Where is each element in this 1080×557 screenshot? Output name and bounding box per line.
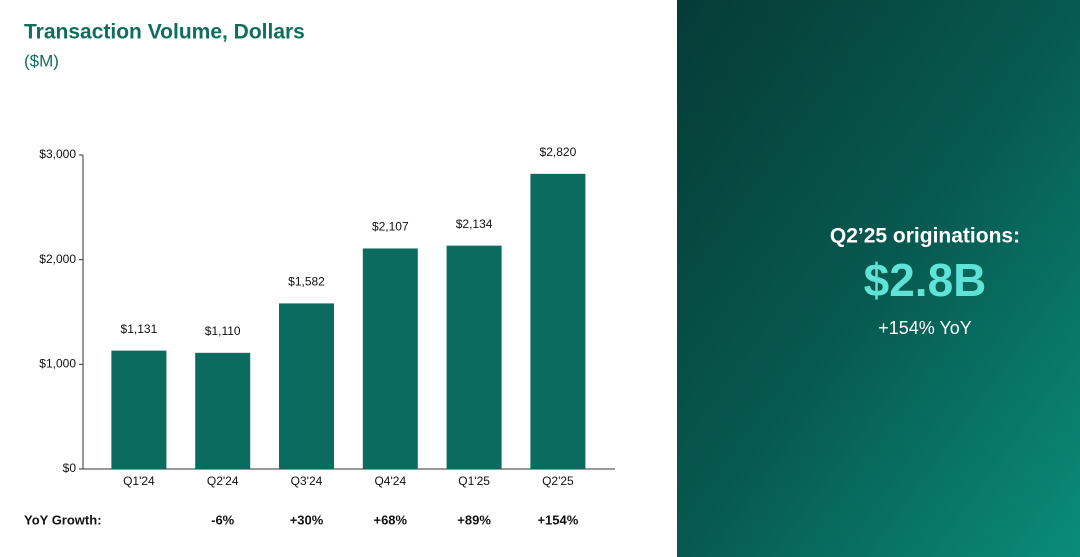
x-tick-label: Q4'24 bbox=[374, 474, 406, 488]
yoy-value: +68% bbox=[373, 512, 407, 527]
bar bbox=[362, 248, 418, 469]
bar bbox=[279, 303, 334, 469]
chart-title: Transaction Volume, Dollars bbox=[24, 21, 305, 44]
bar bbox=[530, 173, 586, 469]
value-label: $2,107 bbox=[372, 220, 409, 234]
yoy-label: YoY Growth: bbox=[24, 512, 102, 527]
value-label: $1,131 bbox=[121, 322, 158, 336]
yoy-value: +89% bbox=[457, 512, 491, 527]
yoy-value: -6% bbox=[211, 512, 235, 527]
yoy-value: +30% bbox=[290, 512, 324, 527]
bar bbox=[446, 245, 502, 469]
x-tick-label: Q2'25 bbox=[542, 474, 574, 488]
x-tick-label: Q1'25 bbox=[458, 474, 490, 488]
value-label: $1,110 bbox=[205, 324, 241, 338]
y-tick-label: $0 bbox=[63, 461, 77, 475]
y-tick-label: $2,000 bbox=[39, 252, 76, 266]
callout-title: Q2’25 originations: bbox=[830, 225, 1020, 248]
value-label: $2,820 bbox=[540, 145, 577, 159]
callout-value: $2.8B bbox=[864, 254, 987, 306]
x-tick-label: Q2'24 bbox=[207, 474, 239, 488]
bar bbox=[111, 350, 167, 469]
y-tick-label: $3,000 bbox=[39, 147, 76, 161]
yoy-value: +154% bbox=[537, 512, 578, 527]
x-tick-label: Q1'24 bbox=[123, 474, 155, 488]
side-panel bbox=[677, 0, 1080, 557]
bar bbox=[195, 352, 251, 469]
value-label: $2,134 bbox=[456, 217, 493, 231]
callout-subtitle: +154% YoY bbox=[878, 318, 972, 338]
value-label: $1,582 bbox=[288, 275, 325, 289]
x-tick-label: Q3'24 bbox=[291, 474, 323, 488]
chart-subtitle: ($M) bbox=[24, 51, 59, 70]
y-tick-label: $1,000 bbox=[39, 357, 76, 371]
